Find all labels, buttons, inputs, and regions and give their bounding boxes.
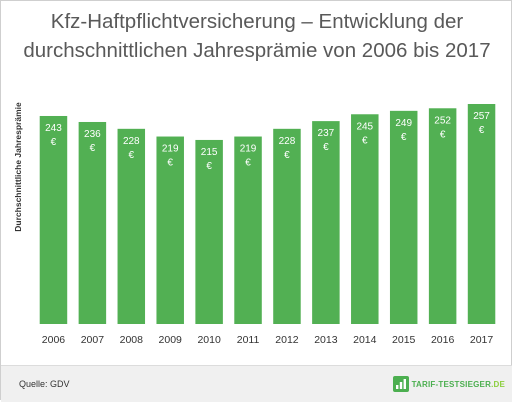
data-label-2011: 219 (240, 144, 257, 155)
data-label-2008: 228 (123, 136, 140, 147)
data-label-unit-2014: € (362, 135, 368, 146)
data-label-2010: 215 (201, 147, 218, 158)
data-label-unit-2009: € (167, 158, 173, 169)
x-tick-label-2010: 2010 (197, 334, 221, 346)
data-label-unit-2011: € (245, 158, 251, 169)
bar-2016 (428, 108, 457, 324)
logo-name: TARIF-TESTSIEGER (411, 379, 492, 389)
y-axis-label: Durchschnittliche Jahresprämie (13, 102, 23, 232)
data-label-unit-2017: € (479, 125, 485, 136)
logo-tld: .DE (491, 379, 505, 389)
logo-text: TARIF-TESTSIEGER.DE (412, 380, 505, 389)
bar-chart: Durchschnittliche Jahresprämie 243 €2006 23… (13, 102, 496, 346)
chart-title: Kfz-Haftpflichtversicherung – Entwicklun… (1, 7, 512, 65)
data-label-2017: 257 (473, 111, 490, 122)
data-label-2016: 252 (434, 115, 451, 126)
chart-title-line-2: durchschnittlichen Jahresprämie von 2006… (23, 39, 491, 62)
x-tick-label-2017: 2017 (470, 334, 494, 346)
data-label-unit-2012: € (284, 150, 290, 161)
x-tick-label-2016: 2016 (431, 334, 455, 346)
bar-2010 (195, 139, 223, 324)
x-tick-label-2008: 2008 (120, 334, 144, 346)
data-label-unit-2006: € (51, 137, 57, 148)
bar-2008 (117, 128, 146, 324)
brand-logo: TARIF-TESTSIEGER.DE (392, 376, 505, 392)
bar-2009 (156, 136, 184, 324)
source-note: Quelle: GDV (19, 379, 70, 389)
bar-2017 (467, 104, 496, 324)
data-label-2014: 245 (356, 121, 373, 132)
x-tick-label-2015: 2015 (392, 334, 416, 346)
bar-2007 (78, 121, 107, 324)
data-label-unit-2007: € (90, 143, 96, 154)
bar-2012 (273, 128, 301, 324)
data-label-2015: 249 (395, 118, 412, 129)
data-label-2013: 237 (318, 128, 335, 139)
x-tick-label-2011: 2011 (237, 334, 260, 346)
data-label-2007: 236 (84, 129, 101, 140)
chart-title-line-1: Kfz-Haftpflichtversicherung – Entwicklun… (50, 10, 464, 33)
bar-chart-logo-icon (392, 376, 409, 392)
bar-2013 (312, 121, 340, 325)
data-label-unit-2013: € (323, 142, 329, 153)
data-label-2012: 228 (279, 136, 296, 147)
x-tick-label-2013: 2013 (314, 334, 338, 346)
data-label-2006: 243 (45, 123, 62, 134)
data-label-unit-2015: € (401, 132, 407, 143)
bar-2006 (39, 115, 68, 324)
footer-bar: Quelle: GDV TARIF-TESTSIEGER.DE (1, 365, 512, 402)
bar-2014 (351, 114, 379, 325)
x-tick-label-2014: 2014 (353, 334, 377, 346)
x-tick-label-2007: 2007 (81, 334, 105, 346)
data-label-2009: 219 (162, 144, 179, 155)
data-label-unit-2016: € (440, 129, 446, 140)
x-tick-label-2006: 2006 (42, 334, 66, 346)
data-label-unit-2010: € (206, 161, 212, 172)
x-tick-label-2012: 2012 (275, 334, 299, 346)
x-tick-label-2009: 2009 (159, 334, 183, 346)
data-label-unit-2008: € (129, 150, 135, 161)
bar-2011 (234, 136, 262, 324)
bar-2015 (389, 110, 418, 324)
